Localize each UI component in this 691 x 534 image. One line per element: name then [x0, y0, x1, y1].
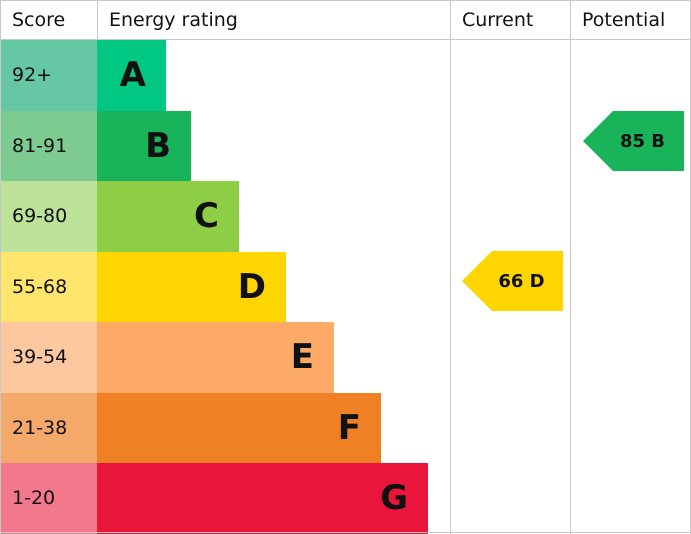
band-score: 1-20: [0, 463, 97, 534]
current-label: 66 D: [498, 270, 545, 292]
header-rating: Energy rating: [109, 9, 238, 31]
border: [570, 0, 571, 534]
band-score: 55-68: [0, 251, 97, 322]
border: [97, 0, 98, 40]
arrow-shape: [462, 251, 563, 311]
header-current: Current: [462, 9, 534, 31]
band-bar: C: [97, 181, 239, 252]
band-bar: A: [97, 40, 166, 111]
band-bar: G: [97, 463, 428, 534]
header-score: Score: [12, 9, 66, 31]
border: [0, 0, 1, 534]
band-bar: D: [97, 251, 286, 322]
current-arrow: 66 D: [462, 251, 563, 311]
band-bar: F: [97, 392, 381, 463]
band-bar: E: [97, 322, 334, 393]
potential-arrow: 85 B: [583, 111, 684, 171]
band-score: 81-91: [0, 110, 97, 181]
band-bar: B: [97, 110, 191, 181]
border: [0, 0, 691, 1]
arrow-shape: [583, 111, 684, 171]
border: [0, 532, 691, 533]
border: [450, 0, 451, 534]
band-score: 69-80: [0, 181, 97, 252]
border: [0, 39, 691, 40]
band-score: 92+: [0, 40, 97, 111]
band-score: 21-38: [0, 392, 97, 463]
potential-label: 85 B: [619, 130, 666, 152]
band-score: 39-54: [0, 322, 97, 393]
header-potential: Potential: [582, 9, 666, 31]
